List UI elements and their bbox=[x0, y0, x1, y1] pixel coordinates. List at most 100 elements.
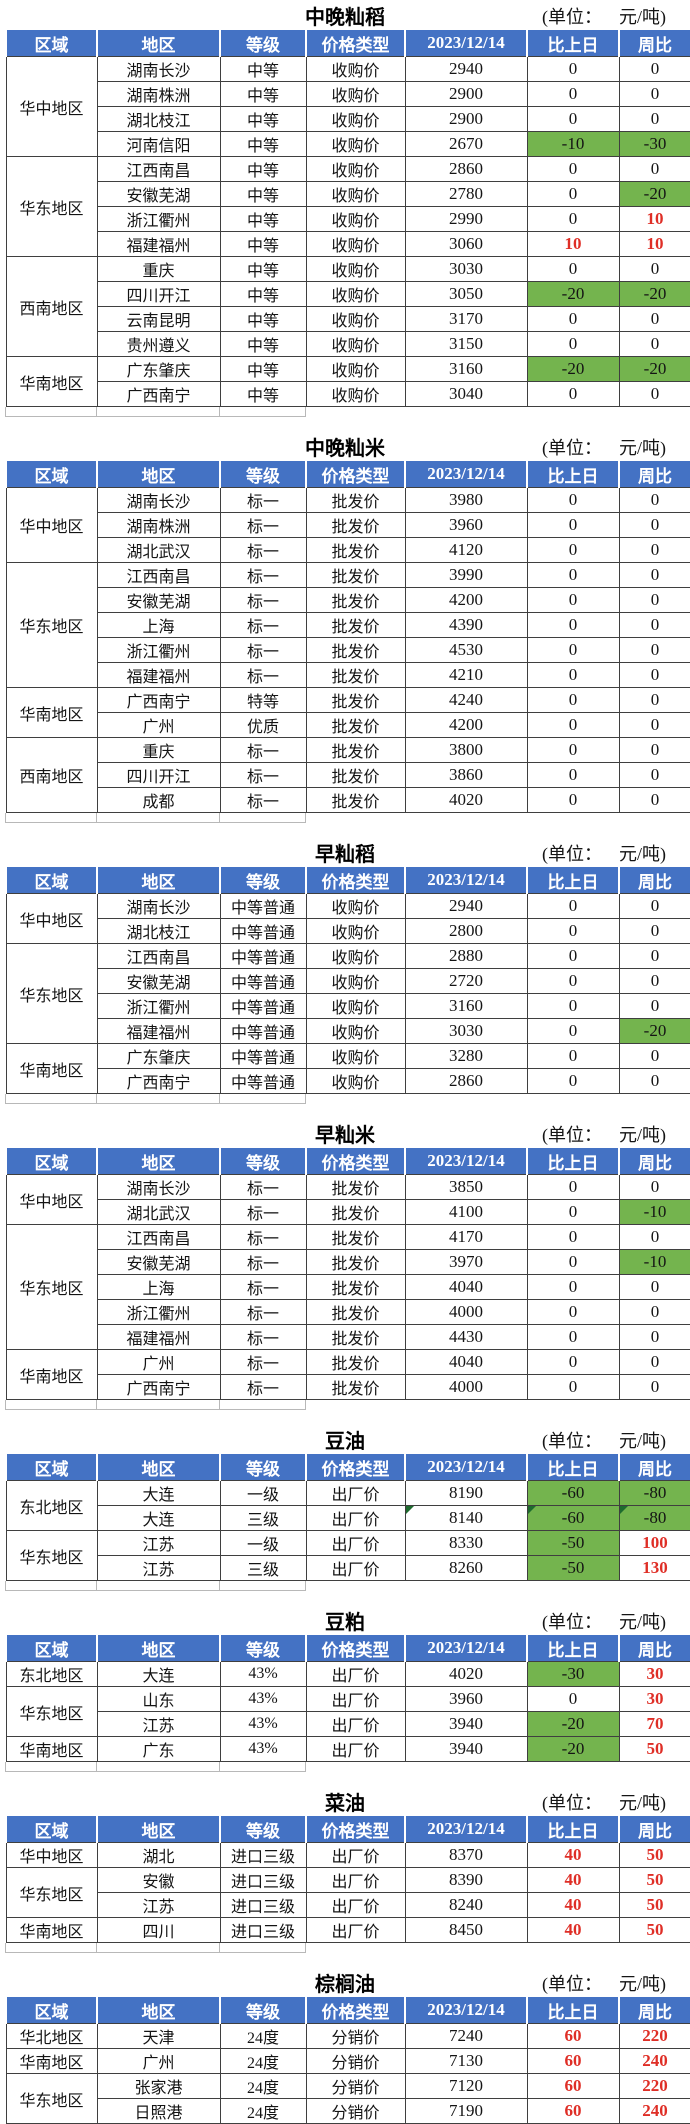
cell-price: 4210 bbox=[404, 662, 528, 688]
cell-vs-prev-day: 0 bbox=[526, 562, 620, 588]
cell-area: 安徽芜湖 bbox=[96, 968, 221, 994]
cell-vs-prev-day: 0 bbox=[526, 106, 620, 132]
table-title-row: 棕榈油 (单位： 元/吨) bbox=[5, 1967, 690, 1996]
cell-price: 7240 bbox=[404, 2023, 528, 2049]
cell-price-type: 批发价 bbox=[305, 762, 406, 788]
cell-price-type: 收购价 bbox=[305, 281, 406, 307]
spacer-cells bbox=[5, 1581, 690, 1591]
cell-area: 大连 bbox=[96, 1505, 221, 1531]
spacer-cells bbox=[5, 1943, 690, 1953]
cell-vs-week: 0 bbox=[618, 1299, 690, 1325]
cell-region-group: 华东地区 bbox=[5, 562, 98, 688]
spacer-cell bbox=[5, 1094, 97, 1104]
spacer-cell bbox=[5, 813, 97, 823]
cell-vs-week: 240 bbox=[618, 2048, 690, 2074]
cell-area: 河南信阳 bbox=[96, 131, 221, 157]
header-cell-vs-week: 周比 bbox=[618, 865, 690, 894]
cell-vs-prev-day: 0 bbox=[526, 1043, 620, 1069]
cell-vs-prev-day: 0 bbox=[526, 687, 620, 713]
unit-suffix: 元/吨) bbox=[619, 1612, 666, 1632]
cell-grade: 标一 bbox=[219, 787, 307, 813]
spacer-cell bbox=[5, 1943, 97, 1953]
spacer-cell bbox=[5, 1581, 97, 1591]
cell-vs-week: -10 bbox=[618, 1249, 690, 1275]
cell-price: 2900 bbox=[404, 81, 528, 107]
cell-vs-week: -80 bbox=[618, 1480, 690, 1506]
cell-area: 福建福州 bbox=[96, 1018, 221, 1044]
cell-price: 2880 bbox=[404, 943, 528, 969]
cell-price-type: 批发价 bbox=[305, 1249, 406, 1275]
price-table-section-8: 棕榈油 (单位： 元/吨) 区域 地区 等级 价格类型 2023/12/14 比上日 周比 华北地区… bbox=[5, 1967, 690, 2124]
cell-price: 2940 bbox=[404, 893, 528, 919]
data-table: 区域 地区 等级 价格类型 2023/12/14 比上日 周比 华北地区 天津 24度 分销价 724… bbox=[5, 1995, 690, 2124]
cell-area: 江西南昌 bbox=[96, 562, 221, 588]
cell-vs-week: 10 bbox=[618, 206, 690, 232]
table-title: 中晚籼稻 bbox=[305, 7, 385, 29]
cell-vs-prev-day: 0 bbox=[526, 331, 620, 357]
cell-vs-prev-day: 60 bbox=[526, 2023, 620, 2049]
cell-grade: 中等 bbox=[219, 381, 307, 407]
cell-area: 广西南宁 bbox=[96, 381, 221, 407]
cell-vs-week: 50 bbox=[618, 1892, 690, 1918]
spacer-cell bbox=[96, 1762, 220, 1772]
cell-vs-week: 220 bbox=[618, 2073, 690, 2099]
cell-price-type: 出厂价 bbox=[305, 1892, 406, 1918]
cell-region-group: 华南地区 bbox=[5, 1349, 98, 1400]
cell-grade: 43% bbox=[219, 1686, 307, 1712]
table-row: 江苏 进口三级 出厂价 8240 40 50 bbox=[6, 1892, 690, 1918]
cell-price-type: 收购价 bbox=[305, 156, 406, 182]
cell-vs-prev-day: 0 bbox=[526, 712, 620, 738]
cell-area: 江苏 bbox=[96, 1530, 221, 1556]
cell-region-group: 华中地区 bbox=[5, 1174, 98, 1225]
cell-price: 4200 bbox=[404, 712, 528, 738]
header-row: 区域 地区 等级 价格类型 2023/12/14 比上日 周比 bbox=[5, 1814, 690, 1843]
data-table: 区域 地区 等级 价格类型 2023/12/14 比上日 周比 东北地区 大连 一级 出厂价 8190… bbox=[5, 1452, 690, 1581]
table-row: 上海 标一 批发价 4040 0 0 bbox=[6, 1274, 690, 1300]
cell-vs-prev-day: 0 bbox=[526, 81, 620, 107]
cell-vs-week: 0 bbox=[618, 687, 690, 713]
cell-vs-week: 0 bbox=[618, 331, 690, 357]
header-cell-date: 2023/12/14 bbox=[404, 459, 528, 488]
cell-grade: 标一 bbox=[219, 1374, 307, 1400]
table-row: 安徽芜湖 标一 批发价 4200 0 0 bbox=[6, 587, 690, 613]
header-cell-grade: 等级 bbox=[219, 1995, 307, 2024]
cell-vs-prev-day: 0 bbox=[526, 487, 620, 513]
header-cell-area: 地区 bbox=[96, 1995, 221, 2024]
table-row: 四川开江 标一 批发价 3860 0 0 bbox=[6, 762, 690, 788]
header-cell-region: 区域 bbox=[5, 459, 98, 488]
header-row: 区域 地区 等级 价格类型 2023/12/14 比上日 周比 bbox=[5, 1146, 690, 1175]
cell-region-group: 华东地区 bbox=[5, 943, 98, 1044]
cell-price-type: 收购价 bbox=[305, 381, 406, 407]
cell-price: 3030 bbox=[404, 256, 528, 282]
cell-vs-prev-day: 0 bbox=[526, 512, 620, 538]
cell-vs-week: -10 bbox=[618, 1199, 690, 1225]
cell-price: 2720 bbox=[404, 968, 528, 994]
table-row: 东北地区 大连 43% 出厂价 4020 -30 30 bbox=[5, 1661, 690, 1687]
cell-price: 8140 bbox=[404, 1505, 528, 1531]
cell-price: 4240 bbox=[404, 687, 528, 713]
cell-area: 广东 bbox=[96, 1736, 221, 1762]
cell-vs-prev-day: 0 bbox=[526, 381, 620, 407]
spacer-cell bbox=[96, 407, 220, 417]
cell-grade: 三级 bbox=[219, 1505, 307, 1531]
header-cell-date: 2023/12/14 bbox=[404, 1452, 528, 1481]
cell-grade: 标一 bbox=[219, 1274, 307, 1300]
cell-area: 成都 bbox=[96, 787, 221, 813]
cell-area: 湖北武汉 bbox=[96, 537, 221, 563]
table-row: 华中地区 湖北 进口三级 出厂价 8370 40 50 bbox=[5, 1842, 690, 1868]
cell-price-type: 收购价 bbox=[305, 1068, 406, 1094]
table-row: 福建福州 中等普通 收购价 3030 0 -20 bbox=[6, 1018, 690, 1044]
cell-vs-prev-day: 40 bbox=[526, 1842, 620, 1868]
cell-price: 2780 bbox=[404, 181, 528, 207]
header-cell-date: 2023/12/14 bbox=[404, 1995, 528, 2024]
cell-vs-prev-day: 0 bbox=[526, 943, 620, 969]
cell-vs-prev-day: 0 bbox=[526, 737, 620, 763]
cell-price-type: 收购价 bbox=[305, 231, 406, 257]
cell-price: 3050 bbox=[404, 281, 528, 307]
header-cell-vs-prev-day: 比上日 bbox=[526, 459, 620, 488]
cell-vs-prev-day: 40 bbox=[526, 1917, 620, 1943]
cell-price: 4530 bbox=[404, 637, 528, 663]
cell-vs-week: 30 bbox=[618, 1661, 690, 1687]
cell-grade: 中等普通 bbox=[219, 968, 307, 994]
cell-vs-prev-day: 60 bbox=[526, 2073, 620, 2099]
